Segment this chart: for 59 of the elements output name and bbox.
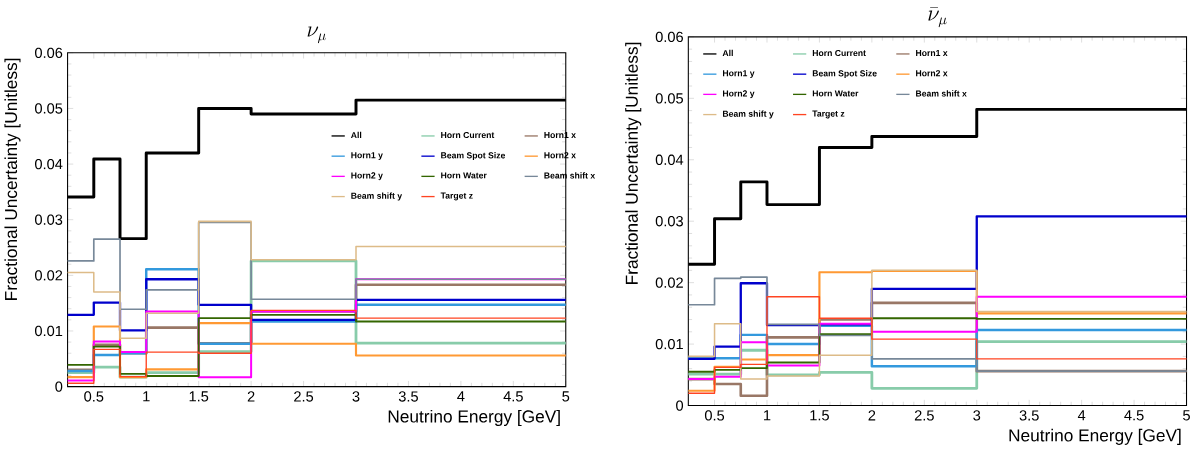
y-tick-label: 0.01: [35, 325, 63, 336]
legend-label: Horn Water: [441, 172, 487, 179]
x-tick-label: 1.5: [189, 391, 209, 402]
y-tick-label: 0.04: [35, 158, 63, 170]
x-tick-label: 2: [247, 391, 255, 402]
legend-label: Beam Spot Size: [441, 151, 506, 160]
y-tick-label: 0.02: [35, 270, 63, 281]
legend-label: Horn Water: [812, 90, 859, 97]
x-tick-label: 4.5: [503, 391, 523, 402]
y-tick-label: 0.02: [655, 277, 683, 288]
legend-label: All: [350, 131, 362, 138]
legend-label: Target z: [812, 110, 845, 119]
legend-label: Beam shift y: [723, 110, 774, 119]
legend-label: Beam shift y: [351, 192, 403, 201]
x-tick-label: 3.5: [1019, 410, 1039, 421]
y-tick-label: 0.06: [655, 31, 683, 42]
x-axis-title: Neutrino Energy [GeV]: [1009, 428, 1181, 445]
x-tick-label: 4: [1077, 410, 1086, 421]
legend-label: Horn2 x: [916, 69, 948, 77]
x-tick-label: 0.5: [84, 391, 104, 402]
legend-label: Horn1 x: [916, 49, 948, 56]
y-tick-label: 0.03: [655, 215, 683, 227]
legend-label: Horn1 y: [351, 152, 383, 160]
x-tick-label: 2.5: [294, 391, 314, 402]
legend-label: Horn2 y: [351, 172, 383, 181]
y-tick-label: 0.03: [35, 214, 63, 225]
x-tick-label: 3.5: [398, 391, 418, 402]
x-axis-title: Neutrino Energy [GeV]: [388, 409, 560, 426]
legend-label: Horn Current: [812, 49, 866, 56]
legend-label: Horn2 y: [723, 90, 755, 99]
y-tick-label: 0.01: [655, 338, 683, 350]
x-tick-label: 2: [868, 410, 876, 421]
x-tick-label: 1.5: [810, 410, 829, 421]
x-tick-label: 5: [1183, 410, 1190, 421]
legend-label: Horn1 y: [723, 70, 755, 78]
legend-label: Beam shift x: [916, 90, 967, 97]
y-tick-label: 0: [55, 381, 63, 392]
y-tick-label: 0: [676, 400, 684, 411]
x-tick-label: 3: [973, 410, 981, 421]
x-tick-label: 5: [562, 391, 570, 402]
y-tick-label: 0.05: [655, 92, 683, 104]
x-tick-label: 1: [764, 410, 771, 421]
x-tick-label: 2.5: [914, 410, 934, 421]
chart-title: $\nu_{\mu}$: [307, 26, 326, 43]
x-tick-label: 0.5: [704, 410, 725, 421]
legend-label: Target z: [440, 192, 473, 201]
y-tick-label: 0.04: [655, 154, 684, 165]
y-axis-title: Fractional Uncertainty [Unitless]: [4, 58, 21, 300]
legend-label: Horn Current: [441, 131, 495, 138]
chart-title: $\bar{\nu}_{\mu}$: [928, 7, 947, 28]
legend-label: All: [722, 49, 733, 56]
y-tick-label: 0.06: [35, 47, 63, 58]
x-tick-label: 3: [352, 391, 360, 402]
y-axis-title: Fractional Uncertainty [Unitless]: [625, 42, 642, 284]
x-tick-label: 4.5: [1124, 410, 1144, 421]
legend-label: Beam Spot Size: [812, 69, 877, 78]
x-tick-label: 1: [143, 391, 150, 402]
x-tick-label: 4: [457, 391, 465, 402]
y-tick-label: 0.05: [35, 103, 63, 114]
